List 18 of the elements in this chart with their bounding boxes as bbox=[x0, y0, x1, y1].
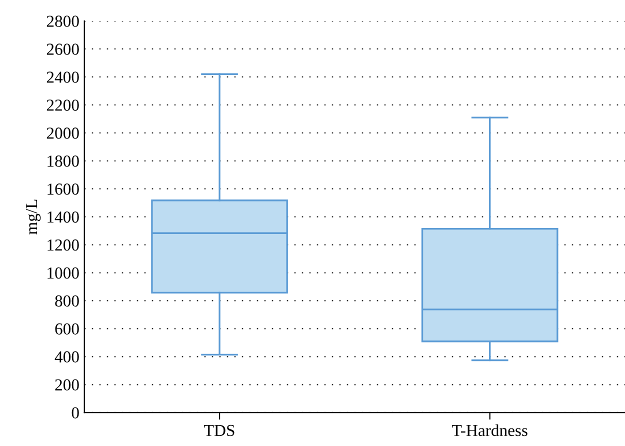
y-tick-label: 600 bbox=[55, 323, 79, 335]
y-tick-label: 1200 bbox=[48, 239, 79, 251]
y-tick-label: 1600 bbox=[48, 183, 79, 195]
y-tick-label: 200 bbox=[55, 379, 79, 391]
y-tick-label: 400 bbox=[54, 351, 79, 363]
y-tick-label: 2400 bbox=[46, 72, 79, 83]
y-tick-label: 2200 bbox=[46, 100, 79, 111]
x-tick-label: TDS bbox=[204, 424, 234, 436]
y-tick-label: 1800 bbox=[48, 156, 79, 167]
y-tick-label: 2800 bbox=[46, 16, 79, 27]
y-tick-label: 1400 bbox=[48, 211, 79, 223]
y-tick-label: 2600 bbox=[46, 44, 79, 55]
y-tick-label: 2000 bbox=[46, 128, 79, 139]
y-tick-label: 0 bbox=[72, 407, 79, 418]
x-tick-label: T-Hardness bbox=[452, 424, 528, 436]
y-tick-label: 800 bbox=[55, 295, 79, 307]
y-tick-label: 1000 bbox=[48, 267, 79, 279]
y-axis-title: mg/L bbox=[26, 200, 41, 234]
